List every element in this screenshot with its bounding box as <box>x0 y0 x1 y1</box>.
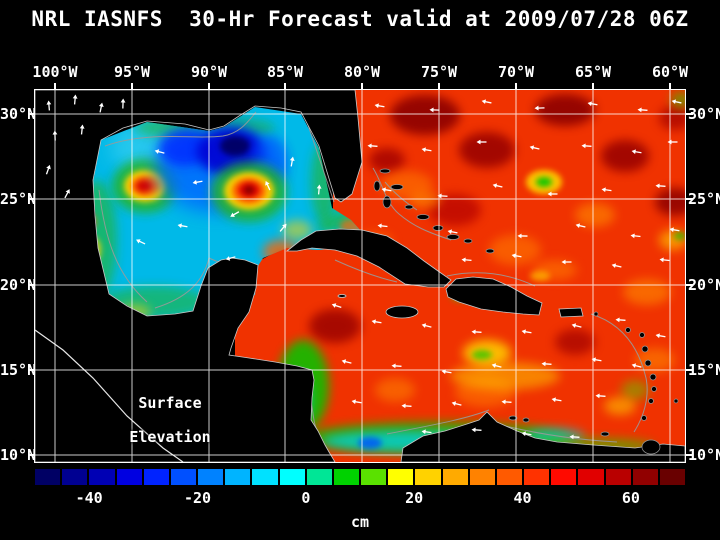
colorbar-cell <box>225 469 251 485</box>
colorbar-cell <box>252 469 278 485</box>
colorbar-cell <box>62 469 88 485</box>
lon-tick-label: 85°W <box>266 63 304 81</box>
lat-tick-label: 15°N <box>688 361 720 379</box>
lon-tick-label: 70°W <box>497 63 535 81</box>
colorbar-cell <box>632 469 658 485</box>
pacific-coastline <box>35 329 184 462</box>
land-jamaica <box>385 305 419 319</box>
land-lesser-antilles <box>508 311 679 455</box>
colorbar-cell <box>659 469 686 485</box>
map-plot-area: Surface Elevation <box>34 89 686 463</box>
colorbar-cell <box>35 469 61 485</box>
colorbar-cell <box>388 469 414 485</box>
colorbar-tick-label: 40 <box>513 489 532 507</box>
colorbar-cell <box>469 469 495 485</box>
annotation-surface: Surface <box>138 394 202 412</box>
colorbar-cell <box>442 469 468 485</box>
grid-layer <box>35 90 685 462</box>
lat-tick-label: 20°N <box>0 276 37 294</box>
surface-elevation-map <box>35 90 685 462</box>
lat-tick-label: 10°N <box>0 446 37 464</box>
colorbar-cell <box>198 469 224 485</box>
lon-tick-label: 90°W <box>190 63 228 81</box>
colorbar-cell <box>578 469 604 485</box>
land-north-central-america <box>35 90 363 462</box>
colorbar-cell <box>605 469 631 485</box>
colorbar-cell <box>170 469 197 485</box>
colorbar-tick-label: -20 <box>183 489 212 507</box>
colorbar-cell <box>89 469 115 485</box>
sea-gulf-of-mexico-layer <box>93 107 362 317</box>
land-cuba <box>285 228 452 288</box>
page-title: NRL IASNFS 30-Hr Forecast valid at 2009/… <box>31 7 689 31</box>
lat-tick-label: 20°N <box>688 276 720 294</box>
colorbar-cell <box>415 469 441 485</box>
colorbar-tick-label: 60 <box>621 489 640 507</box>
colorbar-tick-label: 20 <box>405 489 424 507</box>
lon-tick-label: 95°W <box>113 63 151 81</box>
colorbar-cell <box>306 469 332 485</box>
colorbar-cell <box>551 469 577 485</box>
colorbar-cell <box>361 469 387 485</box>
annotation-elevation: Elevation <box>129 428 211 446</box>
lat-tick-label: 10°N <box>688 446 720 464</box>
lon-tick-label: 60°W <box>651 63 689 81</box>
colorbar-cell <box>143 469 169 485</box>
lat-tick-label: 15°N <box>0 361 37 379</box>
lat-tick-label: 25°N <box>0 190 37 208</box>
colorbar-cell <box>496 469 523 485</box>
colorbar: -40 -20 0 20 40 60 cm <box>35 469 686 535</box>
land-cayman <box>337 294 347 298</box>
lon-tick-label: 75°W <box>420 63 458 81</box>
colorbar-cell <box>333 469 360 485</box>
colorbar-unit-label: cm <box>350 513 370 531</box>
land-puerto-rico <box>558 307 584 318</box>
colorbar-cells <box>35 469 686 485</box>
colorbar-cell <box>116 469 142 485</box>
lat-tick-label: 30°N <box>688 105 720 123</box>
colorbar-tick-label: -40 <box>75 489 103 507</box>
colorbar-cell <box>524 469 550 485</box>
lon-tick-label: 65°W <box>574 63 612 81</box>
colorbar-cell <box>279 469 305 485</box>
land-hispaniola <box>445 276 543 316</box>
colorbar-tick-label: 0 <box>301 489 311 507</box>
lat-tick-label: 25°N <box>688 190 720 208</box>
lon-tick-label: 100°W <box>32 63 78 81</box>
lat-tick-label: 30°N <box>0 105 37 123</box>
lon-tick-label: 80°W <box>343 63 381 81</box>
